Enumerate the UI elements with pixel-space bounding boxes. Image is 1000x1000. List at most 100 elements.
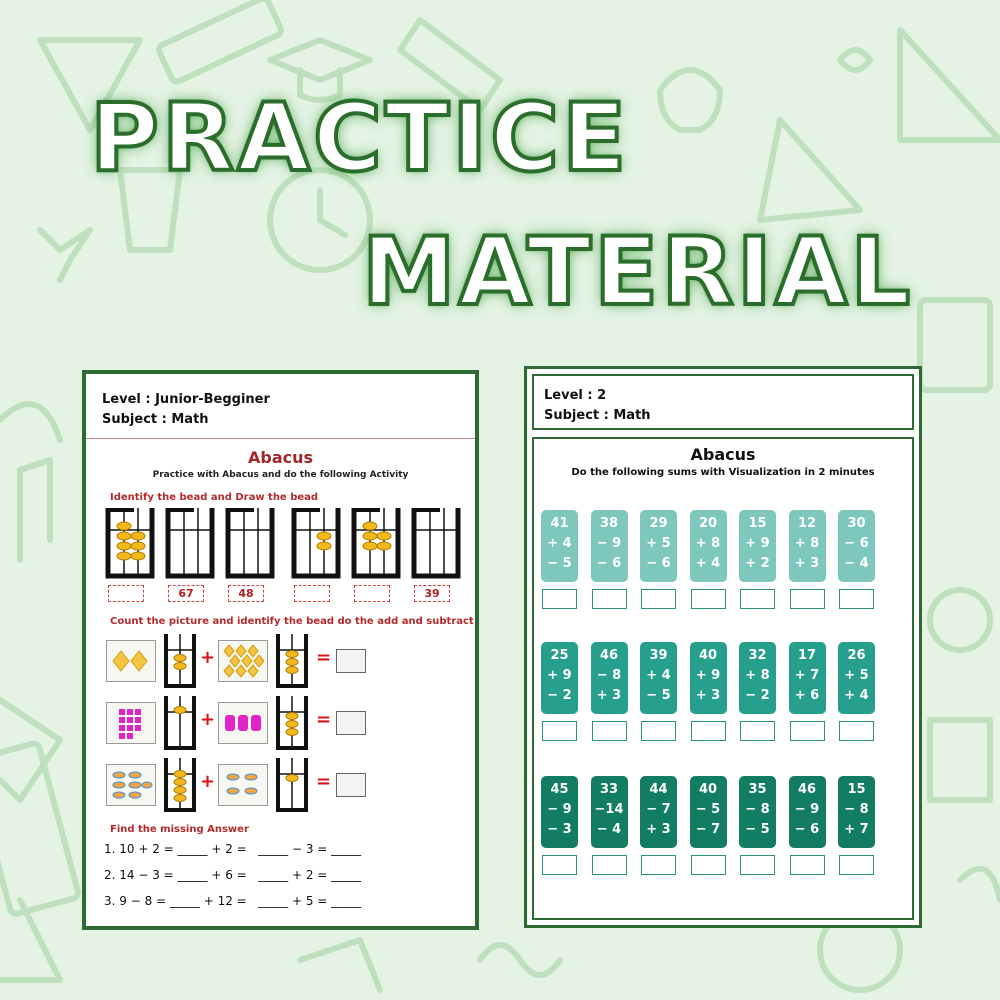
answer-box-3[interactable]: 48	[228, 585, 264, 602]
answer-box[interactable]	[690, 589, 726, 609]
plus-operator-2: +	[200, 709, 216, 730]
sum-card: 32 + 8 − 2	[739, 642, 776, 714]
worksheet-title: Abacus	[247, 448, 314, 467]
plus-operator-3: +	[200, 771, 216, 792]
sum-term: 35	[748, 782, 767, 797]
result-box-3[interactable]	[336, 773, 366, 797]
abacus-row	[104, 508, 464, 622]
equals-operator-3: =	[316, 771, 332, 792]
sum-term: + 5	[646, 536, 671, 551]
worksheet-junior: Level : Junior-Begginer Subject : Math A…	[82, 370, 479, 930]
answer-box[interactable]	[641, 589, 676, 609]
answer-box[interactable]	[839, 589, 874, 609]
sum-card: 35 − 8 − 5	[739, 776, 776, 848]
answer-box[interactable]	[542, 855, 577, 875]
sum-term: − 7	[646, 802, 671, 817]
sum-term: 45	[550, 782, 569, 797]
sum-term: 40	[698, 648, 718, 663]
sum-term: − 4	[596, 822, 622, 837]
sum-term: + 4	[646, 668, 671, 683]
sum-card: 29 + 5 − 6	[640, 510, 677, 582]
answer-box[interactable]	[641, 855, 676, 875]
sum-term: + 9	[547, 668, 572, 683]
sum-term: − 4	[844, 556, 869, 571]
answer-box[interactable]	[740, 589, 775, 609]
answer-box[interactable]	[641, 721, 676, 741]
answer-box-5[interactable]	[354, 585, 390, 602]
sum-term: − 7	[695, 822, 721, 837]
sum-term: + 7	[844, 822, 869, 837]
answer-box-2[interactable]: 67	[168, 585, 204, 602]
sum-card: 20 + 8 + 4	[689, 510, 727, 582]
worksheet-level2: Level : 2 Subject : Math Abacus Do the f…	[524, 366, 922, 928]
picture-blocks	[106, 702, 156, 744]
missing-item-1: 1. 10 + 2 = _____ + 2 = _____ − 3 = ____…	[104, 842, 362, 856]
sum-term: 33	[599, 782, 619, 797]
answer-box-1[interactable]	[108, 585, 144, 602]
plus-operator-1: +	[200, 647, 216, 668]
sum-term: − 8	[745, 802, 770, 817]
answer-box-6[interactable]: 39	[414, 585, 450, 602]
picture-diamonds-many	[218, 640, 268, 682]
sum-card: 45 − 9 − 3	[541, 776, 578, 848]
sum-term: − 5	[745, 822, 770, 837]
result-box-1[interactable]	[336, 649, 366, 673]
answer-box[interactable]	[740, 721, 775, 741]
answer-box-4[interactable]	[294, 585, 330, 602]
headline-material: MATERIAL	[360, 216, 914, 329]
sum-term: − 8	[844, 802, 869, 817]
answer-box[interactable]	[542, 589, 577, 609]
answer-box[interactable]	[690, 855, 726, 875]
sum-term: − 6	[646, 556, 671, 571]
answer-box[interactable]	[690, 721, 726, 741]
sum-term: 44	[649, 782, 668, 797]
sum-term: 25	[550, 648, 569, 663]
section-count-picture: Count the picture and identify the bead …	[110, 616, 474, 627]
sum-term: 29	[649, 516, 668, 531]
sum-term: − 9	[794, 802, 820, 817]
result-box-2[interactable]	[336, 711, 366, 735]
sum-term: + 7	[794, 668, 820, 683]
worksheet-header: Level : 2 Subject : Math	[532, 374, 914, 430]
missing-item-2: 2. 14 − 3 = _____ + 6 = _____ + 2 = ____…	[104, 868, 362, 882]
sum-card: 26 + 5 + 4	[838, 642, 875, 714]
worksheet-body	[532, 437, 914, 920]
sum-term: − 3	[547, 822, 572, 837]
sum-term: 17	[797, 648, 817, 663]
sum-term: 46	[797, 782, 817, 797]
sum-term: + 2	[745, 556, 770, 571]
sum-term: + 4	[695, 556, 721, 571]
sum-term: − 9	[547, 802, 572, 817]
answer-box[interactable]	[839, 721, 874, 741]
section-identify-bead: Identify the bead and Draw the bead	[110, 492, 319, 503]
sum-term: 20	[698, 516, 718, 531]
sum-term: + 6	[794, 688, 820, 703]
sum-term: + 3	[596, 688, 622, 703]
answer-box[interactable]	[839, 855, 874, 875]
answer-box[interactable]	[789, 855, 825, 875]
answer-box[interactable]	[740, 855, 775, 875]
sum-term: −14	[594, 802, 624, 817]
picture-diamonds-2	[106, 640, 156, 682]
answer-box[interactable]	[789, 721, 825, 741]
sum-card: 38 − 9 − 6	[590, 510, 628, 582]
sum-term: + 5	[844, 668, 869, 683]
sum-term: + 3	[646, 822, 671, 837]
sum-term: 30	[847, 516, 866, 531]
sum-term: 46	[599, 648, 619, 663]
answer-box[interactable]	[789, 589, 825, 609]
sum-card: 46 − 8 + 3	[590, 642, 628, 714]
answer-box[interactable]	[542, 721, 577, 741]
sum-term: 32	[748, 648, 767, 663]
answer-box[interactable]	[591, 721, 627, 741]
sum-term: − 6	[596, 556, 622, 571]
sum-card: 17 + 7 + 6	[788, 642, 826, 714]
headline-practice: PRACTICE	[88, 82, 630, 195]
sum-term: + 8	[794, 536, 820, 551]
answer-box[interactable]	[591, 855, 627, 875]
sum-card: 33 −14 − 4	[590, 776, 628, 848]
picture-fish	[106, 764, 156, 806]
answer-box[interactable]	[591, 589, 627, 609]
sum-term: 41	[550, 516, 569, 531]
